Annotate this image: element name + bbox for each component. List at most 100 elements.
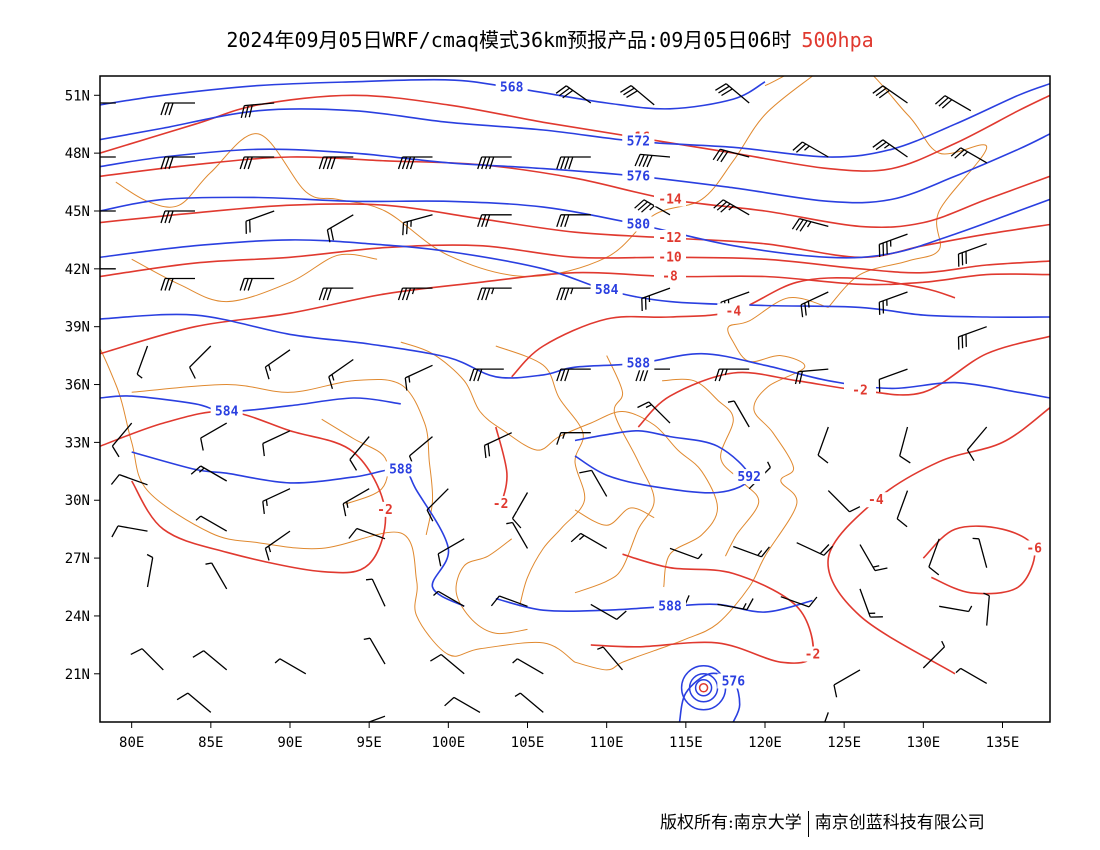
wind-barb (792, 141, 829, 158)
x-tick-label: 125E (827, 735, 861, 751)
temperature-contour-label: -6 (1026, 541, 1042, 556)
wind-barb (714, 368, 750, 382)
cyclone-ring (688, 673, 719, 703)
wind-barb (433, 590, 465, 607)
wind-barb (556, 287, 591, 301)
border-line (400, 341, 719, 588)
wind-barb (160, 156, 195, 170)
wind-barb (477, 214, 512, 228)
wind-barb (859, 588, 883, 618)
wind-barb (397, 156, 433, 170)
temperature-contour-line (637, 335, 1050, 428)
wind-barb (192, 650, 228, 671)
temperature-contour-label-bg (1018, 540, 1050, 556)
wind-barb (483, 432, 512, 459)
map-frame (99, 75, 1051, 723)
height-contour-line (100, 239, 1050, 318)
wind-barb (365, 578, 386, 607)
height-contour-label-bg (210, 403, 243, 419)
x-tick-label: 115E (669, 735, 703, 751)
wind-barb (794, 368, 829, 385)
wind-barb (556, 214, 591, 228)
wind-barb (110, 473, 148, 486)
x-tick-label: 100E (431, 735, 465, 751)
y-tick-label: 21N (65, 667, 90, 683)
wind-barb (733, 545, 770, 558)
y-tick-label: 33N (65, 435, 90, 451)
wind-barb (896, 490, 909, 528)
x-axis-ticks: 80E 85E 90E 95E 100E 105E 110E 115E 120E 125E 130E… (119, 722, 1019, 751)
temperature-contour-label: -10 (658, 250, 682, 265)
y-axis-ticks: 51N 48N 45N 42N 39N 36N 33N 30N 27N 24N 21N (65, 88, 100, 683)
y-tick-label: 42N (65, 262, 90, 278)
height-contour-label: 588 (627, 356, 651, 371)
border-line (321, 418, 389, 505)
y-tick-label: 36N (65, 378, 90, 394)
height-contour-label: 592 (737, 470, 760, 485)
wind-barb (111, 422, 133, 458)
wind-barb (712, 148, 750, 163)
wind-barb (200, 422, 228, 451)
border-line (662, 378, 760, 557)
wind-barb (634, 199, 671, 216)
wind-barb (878, 291, 908, 315)
border-line (455, 538, 528, 635)
wind-barb (791, 217, 829, 232)
wind-barb (878, 233, 908, 258)
wind-barb (363, 637, 386, 665)
wind-barb (348, 527, 386, 540)
wind-barb (713, 199, 750, 216)
temperature-contour-line (492, 426, 508, 509)
x-tick-label: 135E (986, 735, 1020, 751)
temperature-contour-label-bg (654, 249, 686, 265)
wind-barb (620, 85, 655, 106)
wind-barb (477, 156, 512, 170)
wind-barb (100, 210, 116, 212)
copyright-footer: 版权所有:南京大学 南京创蓝科技有限公司 (660, 808, 985, 837)
wind-barb (641, 287, 671, 312)
wind-barb (669, 547, 703, 560)
wind-barb (859, 544, 888, 572)
height-contour-line (100, 82, 1050, 158)
height-contour-label-bg (622, 133, 655, 149)
copyright-owner: 版权所有:南京大学 (660, 813, 802, 833)
wind-barb (922, 640, 946, 669)
wind-barb (950, 147, 988, 164)
wind-barb (239, 277, 275, 291)
wind-barbs (100, 83, 990, 722)
wind-barb (556, 156, 591, 170)
temperature-contour-label-bg (484, 496, 517, 512)
height-contours (100, 78, 1050, 722)
wind-barb (506, 521, 529, 549)
y-tick-label: 48N (65, 146, 90, 162)
temperature-contour-label-bg (654, 229, 686, 245)
height-contour-label-bg (717, 673, 750, 689)
border-line (131, 253, 378, 303)
wind-barb (590, 603, 627, 620)
height-contour-line (100, 78, 766, 110)
wind-barb (318, 156, 354, 170)
wind-barb (444, 696, 481, 713)
wind-barb (796, 542, 834, 556)
temperature-contour-label: -14 (658, 192, 682, 207)
height-contour-label: 584 (215, 405, 239, 420)
temperature-contour-label: -2 (852, 383, 868, 398)
cyclone-ring (694, 679, 713, 697)
temperature-contour-label: -2 (805, 648, 821, 663)
temperature-contour-label-bg (654, 268, 686, 284)
height-contour-label-bg (622, 355, 655, 371)
height-contour-label-bg (622, 168, 655, 184)
wind-barb (556, 432, 591, 445)
x-tick-label: 130E (906, 735, 940, 751)
x-tick-label: 80E (119, 735, 144, 751)
wind-barb (715, 83, 750, 104)
height-contour-label: 584 (595, 283, 619, 298)
temperature-contour-label-bg (859, 492, 892, 508)
wind-barb (402, 214, 433, 236)
x-tick-label: 110E (590, 735, 624, 751)
wind-barb (240, 102, 275, 119)
wind-barb (972, 537, 988, 568)
x-tick-label: 120E (748, 735, 782, 751)
temperature-contour-label: -12 (658, 231, 681, 246)
copyright-company: 南京创蓝科技有限公司 (814, 813, 985, 833)
